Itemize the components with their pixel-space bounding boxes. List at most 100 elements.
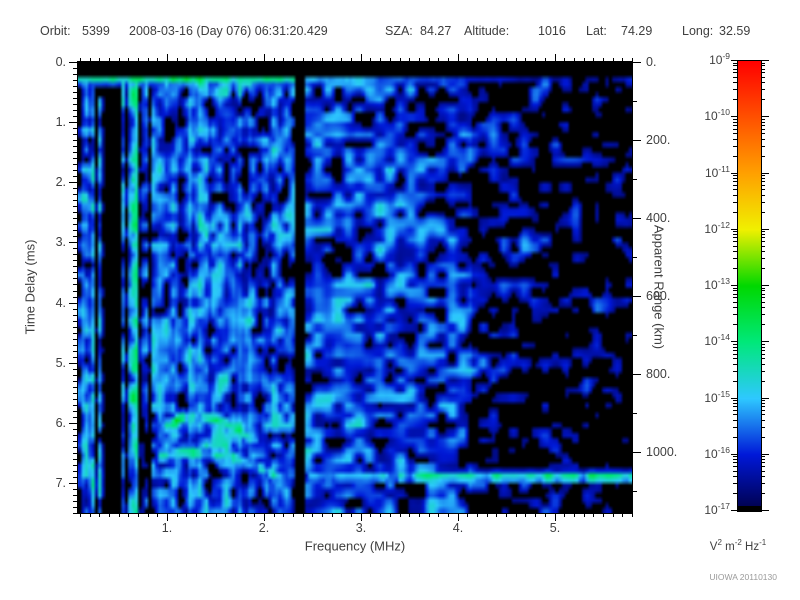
x-minor-tick-top	[564, 58, 565, 62]
x-major-tick-top	[264, 54, 265, 62]
y-minor-tick	[73, 501, 78, 502]
colorbar-minor-tick	[733, 69, 737, 70]
colorbar-major-tick	[731, 229, 737, 230]
x-minor-tick	[419, 513, 420, 517]
x-major-tick	[361, 513, 362, 521]
y-minor-tick	[73, 345, 78, 346]
colorbar-major-tick	[761, 510, 769, 511]
y-minor-tick	[73, 260, 78, 261]
colorbar-minor-tick	[761, 99, 765, 100]
y-major-tick	[69, 423, 78, 424]
colorbar-minor-tick	[761, 258, 765, 259]
y2-tick-label: 0.	[646, 55, 657, 69]
y2-minor-tick	[632, 491, 637, 492]
y2-tick-label: 1000.	[646, 445, 678, 459]
y-minor-tick	[73, 176, 78, 177]
colorbar-minor-tick	[733, 181, 737, 182]
x-minor-tick-top	[545, 58, 546, 62]
colorbar-minor-tick	[733, 99, 737, 100]
y2-minor-tick	[632, 179, 637, 180]
colorbar-minor-tick	[761, 212, 765, 213]
colorbar-tick-label: 10-13	[704, 276, 730, 292]
colorbar-minor-tick	[733, 246, 737, 247]
x-minor-tick-top	[525, 58, 526, 62]
colorbar-minor-tick	[761, 350, 765, 351]
x-minor-tick	[496, 513, 497, 517]
y-major-tick	[69, 182, 78, 183]
sza-value: 84.27	[420, 24, 452, 38]
x-minor-tick	[429, 513, 430, 517]
y-major-tick	[69, 122, 78, 123]
colorbar-tick-label: 10-9	[709, 51, 730, 67]
colorbar-minor-tick	[733, 237, 737, 238]
y-minor-tick	[73, 339, 78, 340]
spectrogram-canvas	[78, 62, 632, 513]
y2-minor-tick	[632, 257, 637, 258]
colorbar-minor-tick	[761, 122, 765, 123]
y-minor-tick	[73, 495, 78, 496]
y-axis-title-right: Apparent Range (km)	[651, 224, 667, 350]
y-minor-tick	[73, 152, 78, 153]
colorbar-minor-tick	[761, 234, 765, 235]
colorbar-minor-tick	[733, 364, 737, 365]
y-tick-label: 3.	[55, 235, 66, 249]
y-minor-tick	[73, 381, 78, 382]
x-major-tick-top	[167, 54, 168, 62]
colorbar-minor-tick	[761, 178, 765, 179]
colorbar-minor-tick	[733, 146, 737, 147]
x-minor-tick-top	[341, 58, 342, 62]
x-minor-tick-top	[351, 58, 352, 62]
x-minor-tick-top	[574, 58, 575, 62]
y-minor-tick	[73, 357, 78, 358]
orbit-label: Orbit:	[40, 24, 71, 38]
x-minor-tick	[332, 513, 333, 517]
x-minor-tick	[80, 513, 81, 517]
colorbar-minor-tick	[761, 72, 765, 73]
y-minor-tick	[73, 110, 78, 111]
colorbar-minor-tick	[733, 268, 737, 269]
colorbar-minor-tick	[761, 420, 765, 421]
colorbar-major-tick	[761, 60, 769, 61]
colorbar-minor-tick	[761, 237, 765, 238]
x-tick-label: 3.	[355, 521, 367, 535]
y2-tick-label: 400.	[646, 211, 671, 225]
colorbar-minor-tick	[761, 69, 765, 70]
colorbar-minor-tick	[733, 72, 737, 73]
colorbar-minor-tick	[733, 354, 737, 355]
colorbar-minor-tick	[733, 483, 737, 484]
colorbar-minor-tick	[761, 189, 765, 190]
x-minor-tick	[196, 513, 197, 517]
x-minor-tick	[564, 513, 565, 517]
x-minor-tick-top	[516, 58, 517, 62]
colorbar-minor-tick	[733, 202, 737, 203]
x-minor-tick	[603, 513, 604, 517]
x-minor-tick-top	[467, 58, 468, 62]
y-minor-tick	[73, 272, 78, 273]
colorbar-minor-tick	[733, 89, 737, 90]
colorbar-major-tick	[731, 285, 737, 286]
colorbar-minor-tick	[733, 347, 737, 348]
x-minor-tick	[574, 513, 575, 517]
colorbar-minor-tick	[761, 307, 765, 308]
x-minor-tick	[312, 513, 313, 517]
colorbar-minor-tick	[761, 459, 765, 460]
x-minor-tick	[138, 513, 139, 517]
colorbar-minor-tick	[761, 297, 765, 298]
y2-tick-label: 800.	[646, 367, 671, 381]
colorbar-minor-tick	[733, 476, 737, 477]
colorbar-minor-tick	[733, 290, 737, 291]
x-major-tick-top	[458, 54, 459, 62]
x-minor-tick	[516, 513, 517, 517]
colorbar-major-tick	[761, 398, 769, 399]
colorbar-minor-tick	[733, 314, 737, 315]
colorbar-minor-tick	[761, 410, 765, 411]
colorbar-minor-tick	[733, 420, 737, 421]
colorbar-minor-tick	[761, 324, 765, 325]
colorbar-minor-tick	[733, 139, 737, 140]
colorbar-minor-tick	[761, 288, 765, 289]
y2-major-tick	[632, 296, 641, 297]
y-minor-tick	[73, 98, 78, 99]
colorbar-minor-tick	[761, 414, 765, 415]
colorbar-minor-tick	[761, 65, 765, 66]
